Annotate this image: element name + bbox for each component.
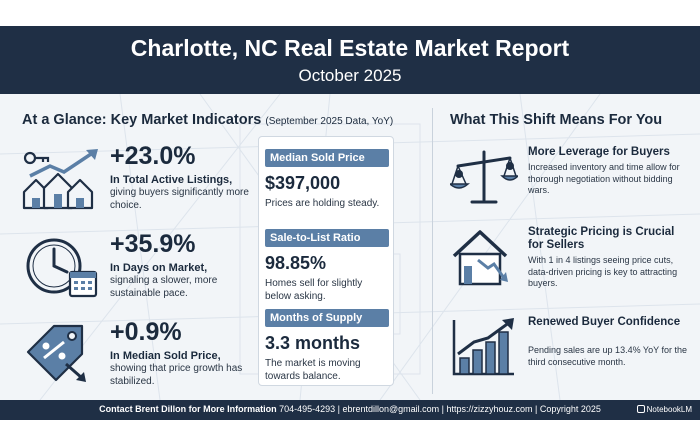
shift-title: Strategic Pricing is Crucial for Sellers [528,226,675,251]
indicator-value: +23.0% [110,142,196,170]
indicator-days-on-market: +35.9% In Days on Market, signaling a sl… [20,230,250,306]
metric-label: Months of Supply [265,309,389,327]
metric-label: Sale-to-List Ratio [265,229,389,247]
brand-label: NotebookLM [646,405,692,414]
report-body: At a Glance: Key Market Indicators (Sept… [0,94,700,400]
footer-lead: Contact Brent Dillon for More Informatio… [99,404,277,414]
shift-description: With 1 in 4 listings seeing price cuts, … [528,255,678,288]
metric-note: The market is moving towards balance. [265,358,361,382]
notebooklm-icon [636,405,645,413]
notebooklm-badge: NotebookLM [636,405,692,414]
price-tag-percent-icon [26,324,86,382]
indicator-value: +0.9% [110,318,182,346]
shift-heading: What This Shift Means For You [450,112,663,128]
indicator-lead: In Days on Market, [110,262,208,274]
metric-months-of-supply: Months of Supply 3.3 months The market i… [265,309,389,383]
indicator-description: showing that price growth has stabilized… [110,363,243,387]
contact-footer: Contact Brent Dillon for More Informatio… [0,400,700,420]
shift-description: Increased inventory and time allow for t… [528,162,680,195]
shift-buyer-leverage: More Leverage for Buyers Increased inven… [450,146,690,226]
report-date: October 2025 [298,66,402,85]
shift-buyer-confidence: Renewed Buyer Confidence Pending sales a… [450,316,690,396]
houses-key-rising-arrow-icon [22,149,98,210]
report-title: Charlotte, NC Real Estate Market Report [130,35,570,61]
indicator-description: signaling a slower, more sustainable pac… [110,275,218,299]
indicator-active-listings: +23.0% In Total Active Listings, giving … [20,142,250,218]
house-falling-chart-icon [452,230,508,286]
metric-value: 3.3 months [265,333,361,353]
shift-description: Pending sales are up 13.4% YoY for the t… [528,345,687,367]
indicators-heading-note: (September 2025 Data, YoY) [265,116,394,127]
indicators-heading-text: At a Glance: Key Market Indicators [22,112,262,128]
metric-label: Median Sold Price [265,149,389,167]
indicators-heading: At a Glance: Key Market Indicators (Sept… [22,112,393,128]
indicator-median-sold-price: +0.9% In Median Sold Price, showing that… [20,318,250,394]
key-metrics-panel: Median Sold Price $397,000 Prices are ho… [258,136,394,386]
report-header: Charlotte, NC Real Estate Market Report … [0,26,700,94]
indicator-description: giving buyers significantly more choice. [110,187,249,211]
shift-seller-pricing: Strategic Pricing is Crucial for Sellers… [450,226,690,306]
clock-calendar-icon [26,238,98,298]
shift-title: Renewed Buyer Confidence [528,316,681,328]
metric-note: Prices are holding steady. [265,198,380,209]
balance-scale-icon [450,150,518,204]
footer-details: 704-495-4293 | ebrentdillon@gmail.com | … [279,404,601,414]
indicator-lead: In Median Sold Price, [110,350,221,362]
rising-bar-chart-icon [452,318,514,376]
metric-value: 98.85% [265,253,327,273]
metric-value: $397,000 [265,173,341,193]
metric-note: Homes sell for slightly below asking. [265,278,363,302]
metric-sale-to-list-ratio: Sale-to-List Ratio 98.85% Homes sell for… [265,229,389,303]
section-divider [432,108,433,394]
shift-title: More Leverage for Buyers [528,146,670,158]
indicator-value: +35.9% [110,230,196,258]
metric-median-sold-price: Median Sold Price $397,000 Prices are ho… [265,149,389,211]
footer-contact: Contact Brent Dillon for More Informatio… [0,404,700,414]
indicator-lead: In Total Active Listings, [110,174,233,186]
